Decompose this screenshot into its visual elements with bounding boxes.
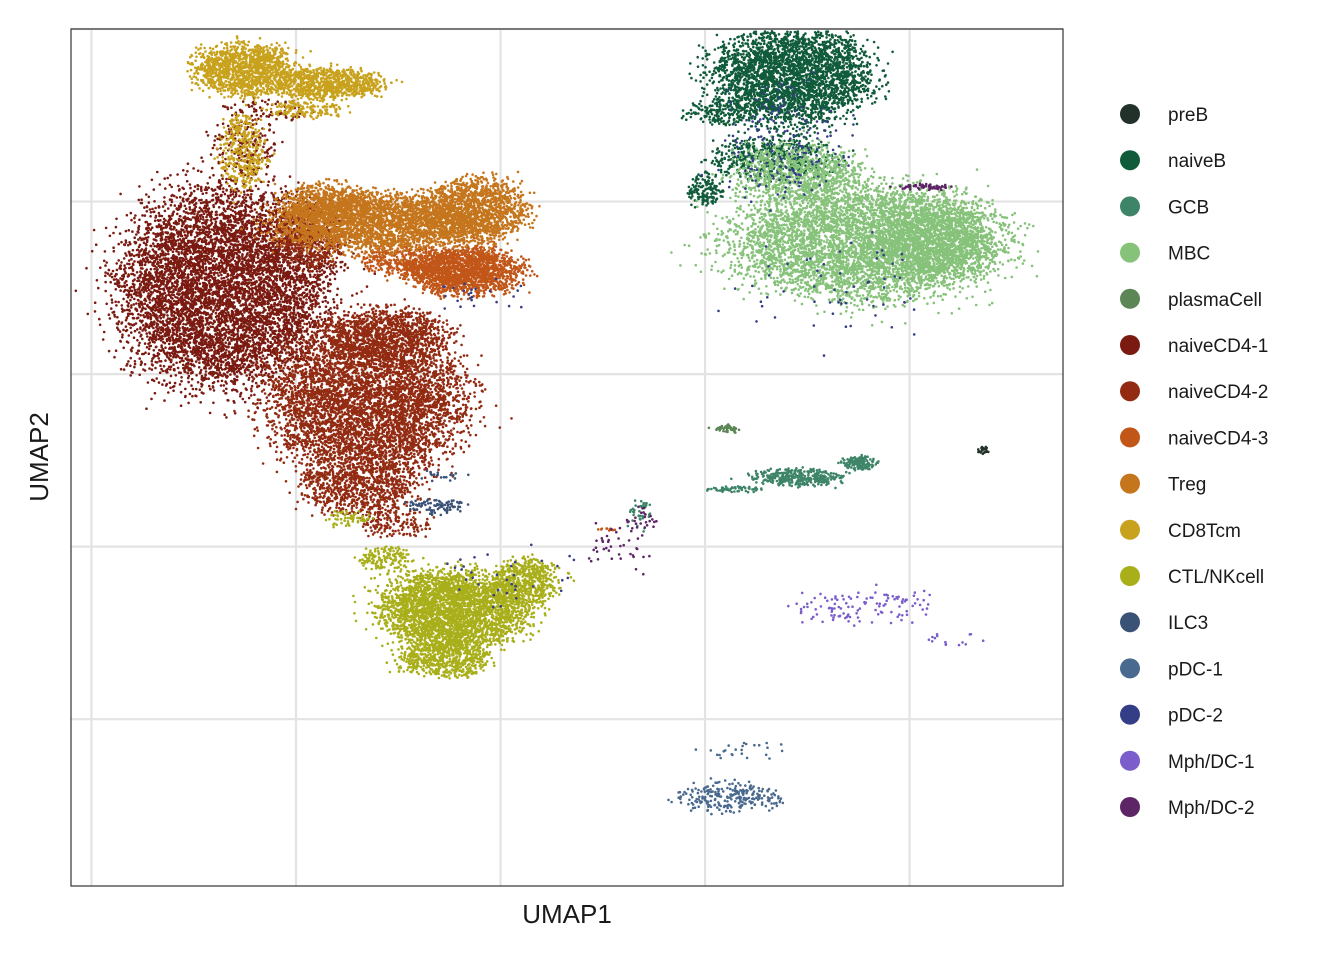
legend-key-naivecd4-3 [1120, 427, 1140, 448]
legend-label: pDC-2 [1168, 706, 1223, 727]
legend-key-naivecd4-1 [1120, 335, 1140, 355]
legend-label: plasmaCell [1168, 290, 1262, 311]
legend-key-mph-dc-2 [1120, 797, 1140, 817]
legend-key-naivecd4-2 [1120, 381, 1140, 402]
legend-label: Mph/DC-2 [1168, 798, 1255, 819]
legend: preB naiveB GCB MBC plasmaCell naiveCD4-1 naiv… [1120, 104, 1268, 819]
legend-key-mbc [1120, 242, 1140, 263]
legend-key-cd8tcm [1120, 519, 1140, 540]
legend-label: naiveCD4-2 [1168, 382, 1268, 403]
legend-label: naiveB [1168, 151, 1226, 172]
legend-label: Mph/DC-1 [1168, 752, 1255, 773]
legend-label: CTL/NKcell [1168, 567, 1264, 588]
legend-label: preB [1168, 105, 1208, 126]
legend-key-treg [1120, 473, 1140, 494]
legend-key-mph-dc-1 [1120, 750, 1140, 771]
legend-label: MBC [1168, 244, 1210, 265]
legend-label: GCB [1168, 197, 1209, 218]
legend-label: CD8Tcm [1168, 521, 1241, 542]
panel-border [70, 28, 1064, 887]
legend-key-ilc3 [1120, 612, 1140, 633]
x-axis-title: UMAP1 [522, 899, 612, 929]
legend-label: Treg [1168, 475, 1206, 496]
points-cd8tcm [186, 35, 404, 205]
legend-key-plasmacell [1120, 288, 1140, 309]
points-mbc [670, 129, 1040, 327]
legend-label: naiveCD4-3 [1168, 428, 1268, 449]
legend-label: naiveCD4-1 [1168, 336, 1268, 357]
points-ilc3 [404, 469, 470, 517]
legend-key-pdc-2 [1120, 704, 1140, 725]
points-mph-dc-1 [787, 583, 985, 647]
legend-key-naiveb [1120, 150, 1140, 171]
points-preb [977, 445, 990, 456]
points-gcb [626, 453, 880, 533]
points-naivecd4-2 [233, 194, 513, 539]
legend-key-ctl-nkcell [1120, 566, 1140, 586]
legend-label: pDC-1 [1168, 659, 1223, 680]
points-ctl-nkcell [324, 509, 576, 680]
points-plasmacell [707, 423, 741, 434]
y-axis-title: UMAP2 [24, 412, 54, 502]
scatter-points [74, 30, 1040, 816]
points-treg [240, 170, 541, 262]
legend-label: ILC3 [1168, 613, 1208, 634]
points-mph-dc-2 [587, 182, 953, 576]
legend-key-pdc-1 [1120, 658, 1140, 679]
legend-key-preb [1120, 104, 1140, 124]
points-naivecd4-1 [74, 96, 377, 421]
points-pdc-1 [667, 741, 785, 816]
points-pdc-2 [442, 71, 916, 609]
legend-key-gcb [1120, 196, 1140, 217]
